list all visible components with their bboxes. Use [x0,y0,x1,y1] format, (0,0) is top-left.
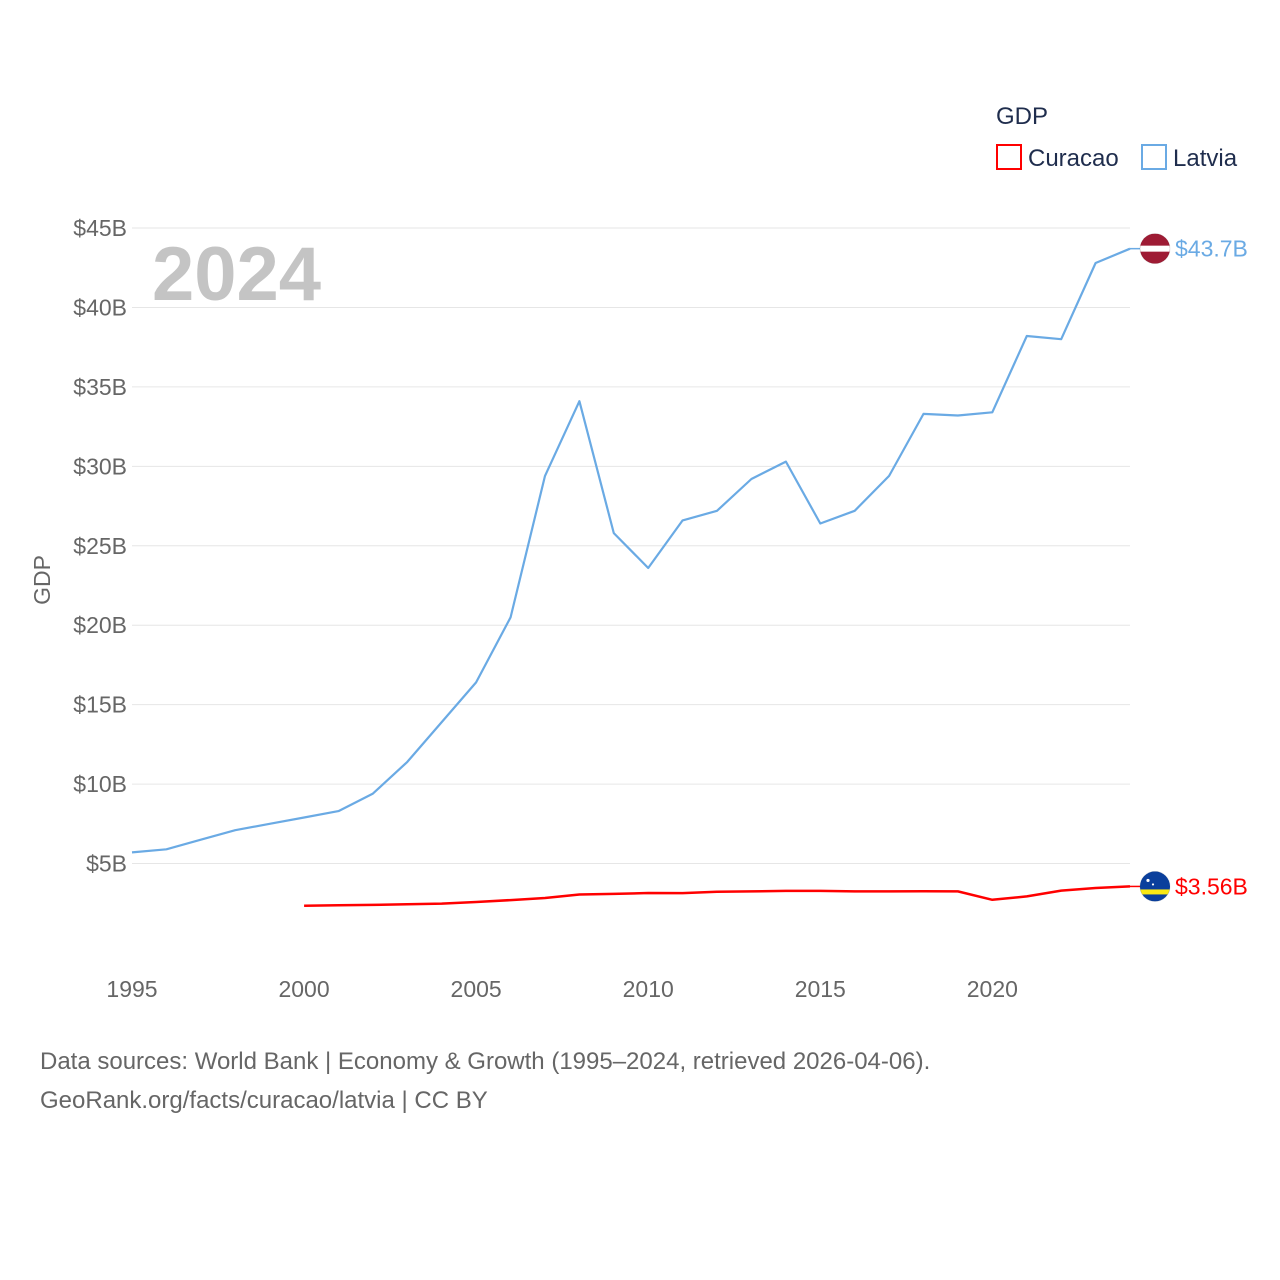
series-lines [131,247,1131,907]
source-line-2: GeoRank.org/facts/curacao/latvia | CC BY [40,1087,488,1114]
gridlines [132,227,1130,865]
year-watermark: 2024 [152,232,321,317]
x-tick-label: 2020 [967,976,1018,1002]
end-value-label-latvia: $43.7B [1175,236,1248,262]
x-tick-label: 1995 [106,976,157,1002]
y-tick-label: $45B [73,215,127,241]
y-tick-label: $25B [73,533,127,559]
end-value-label-curacao: $3.56B [1175,873,1248,899]
legend-item-latvia[interactable]: Latvia [1141,144,1238,172]
source-line-1: Data sources: World Bank | Economy & Gro… [40,1048,930,1075]
y-tick-label: $15B [73,692,127,718]
legend-swatch-latvia [1141,144,1167,170]
x-tick-label: 2015 [795,976,846,1002]
legend-title: GDP [996,103,1048,130]
y-tick-label: $5B [86,851,127,877]
series-line-latvia [131,247,1131,854]
y-tick-label: $35B [73,374,127,400]
x-tick-label: 2010 [623,976,674,1002]
series-end-labels: $3.56B $43.7B [1130,233,1248,902]
x-axis-ticks: 1995 2000 2005 2010 2015 2020 [106,976,1018,1002]
y-tick-label: $40B [73,294,127,320]
y-axis-title: GDP [29,555,55,605]
y-tick-label: $20B [73,612,127,638]
legend-swatch-curacao [996,144,1022,170]
legend-label-latvia: Latvia [1173,145,1238,172]
y-tick-label: $30B [73,453,127,479]
x-tick-label: 2005 [451,976,502,1002]
legend-item-curacao[interactable]: Curacao [996,144,1119,172]
legend: GDP Curacao Latvia [996,103,1238,172]
curacao-flag-icon [1139,870,1171,902]
x-tick-label: 2000 [278,976,329,1002]
y-tick-label: $10B [73,771,127,797]
legend-label-curacao: Curacao [1028,145,1119,172]
y-axis-ticks: $5B $10B $15B $20B $25B $30B $35B $40B $45B [73,215,127,877]
series-line-curacao [304,885,1131,907]
latvia-flag-icon [1139,233,1171,265]
